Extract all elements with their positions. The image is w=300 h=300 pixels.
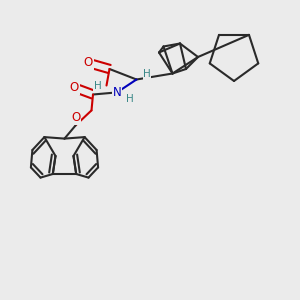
Text: H: H bbox=[126, 94, 134, 104]
Text: N: N bbox=[112, 86, 122, 99]
Text: H: H bbox=[143, 69, 151, 80]
Text: O: O bbox=[70, 81, 79, 94]
Text: O: O bbox=[84, 56, 93, 70]
Text: O: O bbox=[71, 111, 81, 124]
Text: H: H bbox=[94, 81, 101, 92]
